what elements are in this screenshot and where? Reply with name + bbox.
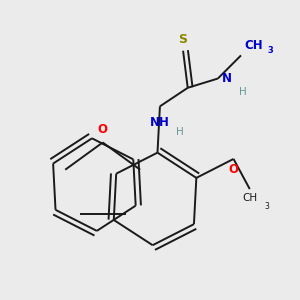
- Text: N: N: [222, 72, 232, 85]
- Text: O: O: [229, 164, 238, 176]
- Text: 3: 3: [265, 202, 270, 211]
- Text: H: H: [176, 127, 184, 137]
- Text: NH: NH: [150, 116, 170, 129]
- Text: H: H: [239, 87, 247, 97]
- Text: CH: CH: [245, 39, 263, 52]
- Text: O: O: [98, 124, 108, 136]
- Text: S: S: [178, 32, 188, 46]
- Text: 3: 3: [267, 46, 273, 56]
- Text: CH: CH: [242, 193, 257, 203]
